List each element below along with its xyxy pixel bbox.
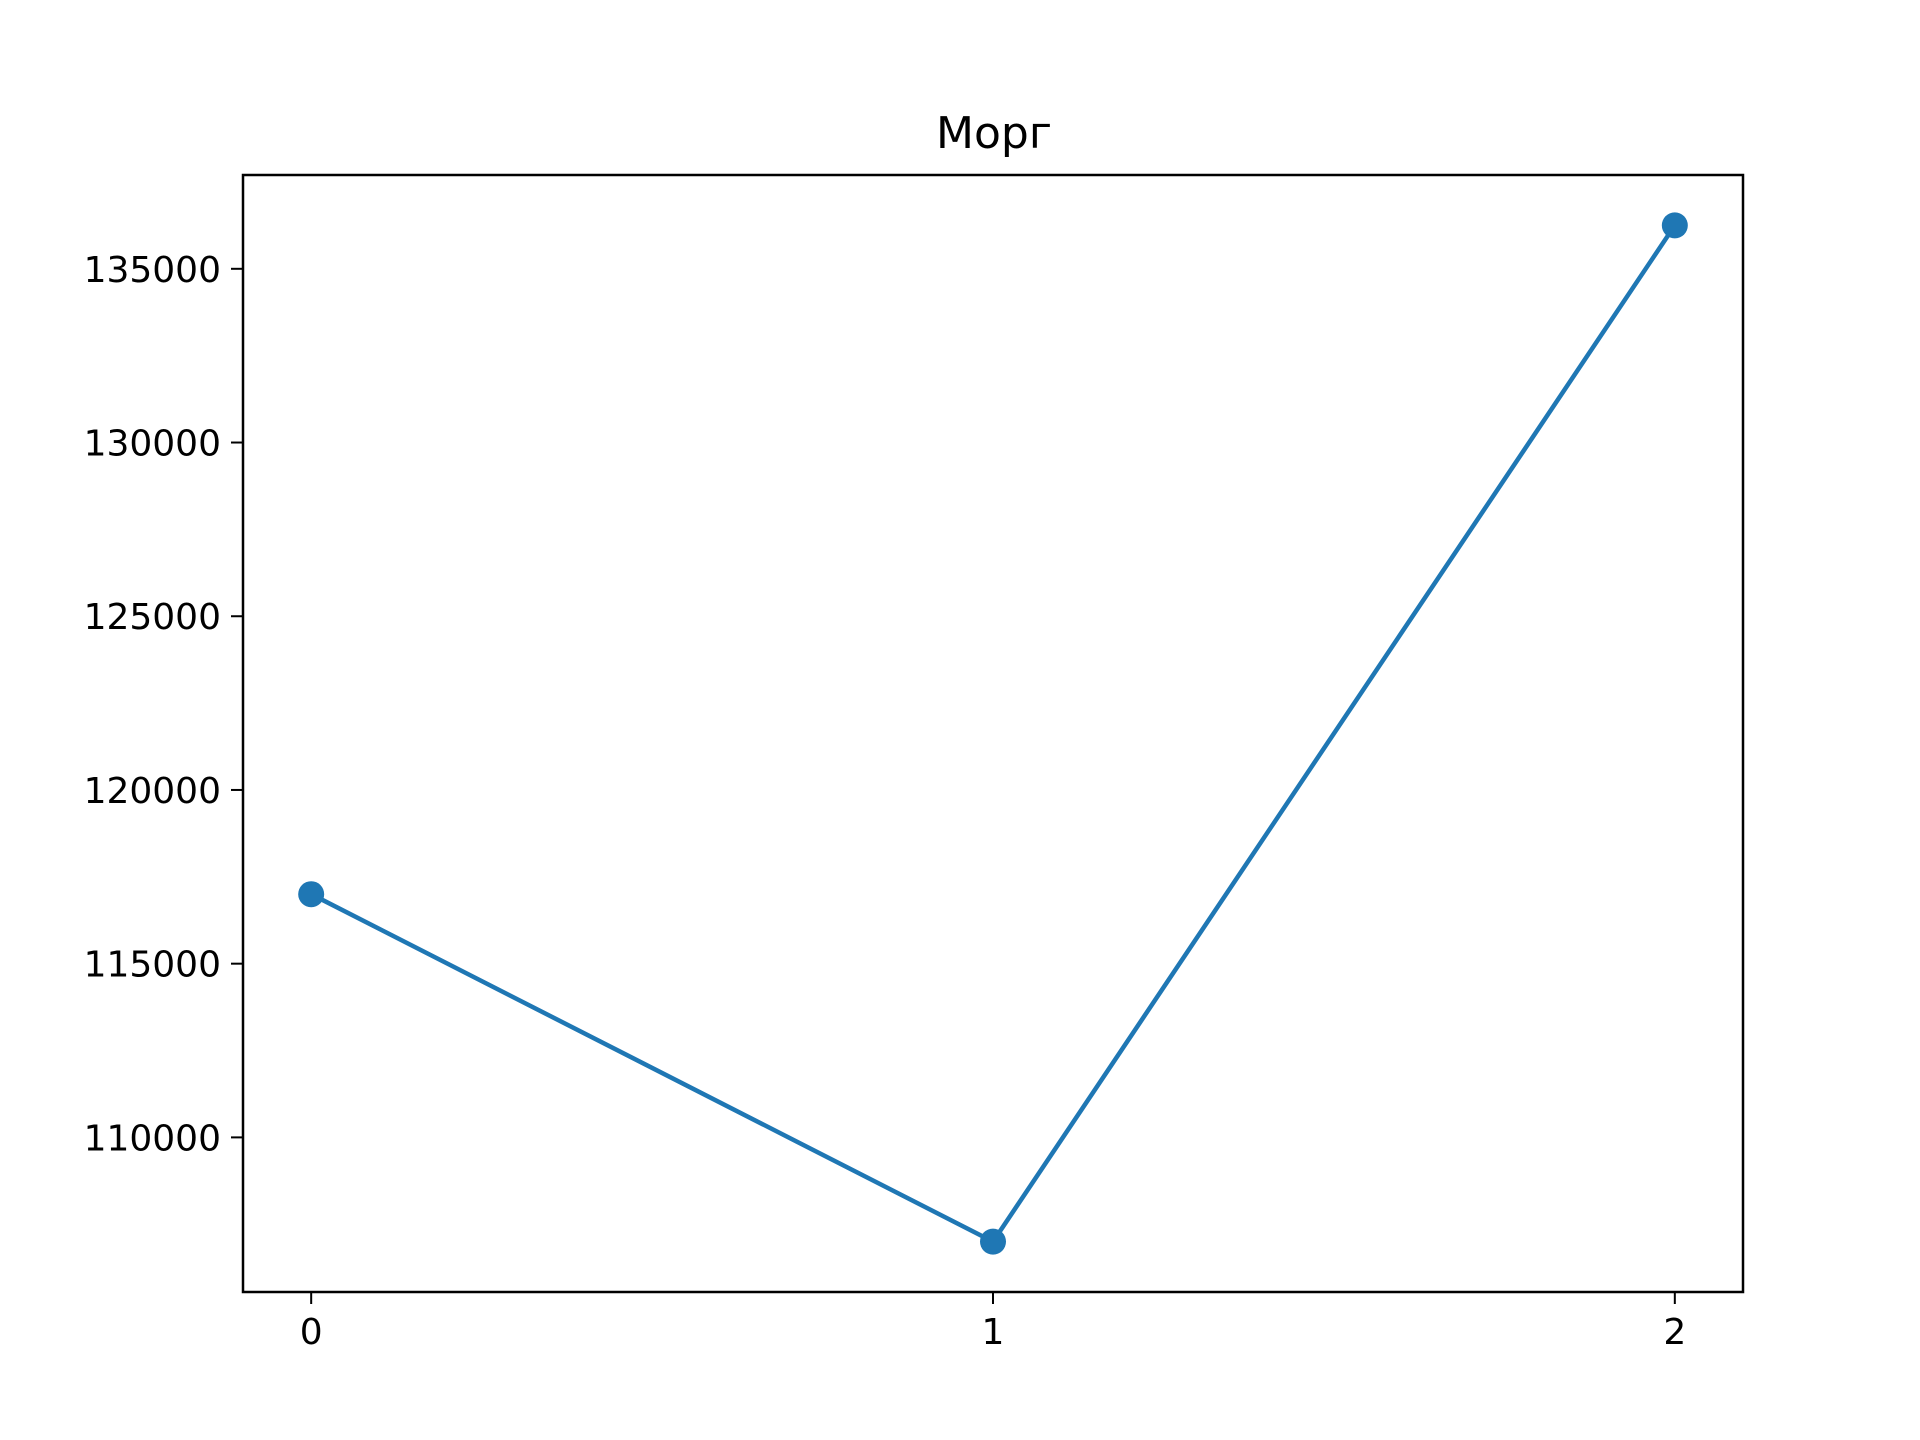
y-tick-label: 110000 bbox=[84, 1118, 221, 1159]
plot-area bbox=[298, 212, 1688, 1255]
y-tick-label: 135000 bbox=[84, 250, 221, 291]
y-tick-label: 130000 bbox=[84, 424, 221, 465]
x-tick-label: 2 bbox=[1663, 1312, 1686, 1353]
data-point bbox=[298, 881, 325, 908]
y-tick-label: 120000 bbox=[84, 771, 221, 812]
data-point bbox=[1661, 212, 1688, 239]
x-tick-label: 1 bbox=[982, 1312, 1005, 1353]
chart-title: Морг bbox=[936, 108, 1052, 159]
x-tick-label: 0 bbox=[300, 1312, 323, 1353]
data-point bbox=[980, 1228, 1006, 1255]
y-tick-label: 125000 bbox=[84, 597, 221, 638]
y-tick-label: 115000 bbox=[84, 945, 221, 986]
